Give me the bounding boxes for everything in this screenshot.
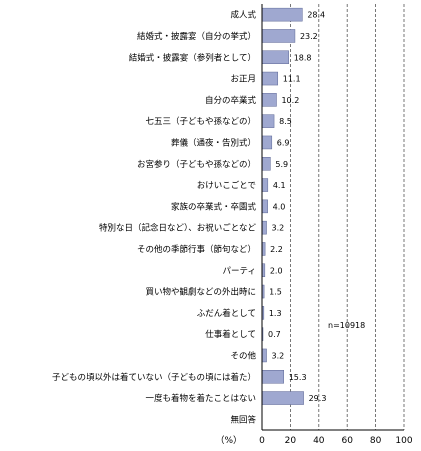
bar	[261, 199, 268, 214]
value-label: 15.3	[289, 373, 307, 382]
category-label: 自分の卒業式	[205, 95, 257, 106]
x-tick-label: 0	[259, 436, 265, 446]
category-label: 仕事着として	[205, 329, 256, 340]
category-label: 買い物や観劇などの外出時に	[145, 287, 256, 298]
value-label: 23.2	[300, 32, 318, 41]
bar	[261, 50, 289, 64]
category-label: 一度も着物を着たことはない	[145, 393, 256, 404]
value-label: 4.1	[273, 181, 286, 190]
x-tick-label: 20	[285, 436, 297, 446]
category-label: 結婚式・披露宴（自分の挙式）	[137, 31, 256, 42]
category-label: 結婚式・披露宴（参列者として）	[129, 52, 256, 63]
category-label: その他	[230, 350, 256, 361]
gridlines	[289, 4, 405, 430]
value-label: 2.0	[270, 266, 283, 275]
category-label: 子どもの頃以外は着ていない（子どもの頃には着た）	[52, 372, 256, 383]
value-label: 8.5	[279, 117, 292, 126]
x-tick-labels: 0 20 40 60 80 100	[259, 436, 413, 446]
category-label: 七五三（子どもや孫などの）	[145, 116, 256, 127]
category-label: 家族の卒業式・卒園式	[171, 201, 257, 212]
bar	[261, 7, 303, 22]
value-labels: 28.4 23.2 18.8 11.1 10.2 8.5 6.9 5.9 4.1 4.0 3.2 2.…	[268, 11, 326, 403]
value-label: 10.2	[281, 96, 299, 105]
bar	[261, 391, 304, 405]
x-tick-label: 100	[395, 436, 412, 446]
bar	[261, 135, 273, 150]
bar	[261, 348, 267, 363]
x-axis-unit-label: （%）	[215, 435, 242, 446]
value-label: 0.7	[268, 330, 281, 339]
bar	[261, 157, 271, 171]
value-label: 1.3	[269, 309, 282, 318]
bar	[261, 71, 279, 86]
category-label: お正月	[230, 75, 256, 85]
value-label: 3.2	[272, 224, 285, 233]
value-label: 29.3	[309, 394, 327, 403]
value-label: 1.5	[269, 288, 282, 297]
value-label: 4.0	[273, 202, 286, 211]
category-label: おけいこごとで	[197, 180, 256, 191]
value-label: 11.1	[283, 75, 301, 84]
value-label: 5.9	[275, 160, 288, 169]
category-label: お宮参り（子どもや孫などの）	[137, 159, 256, 170]
bar	[261, 178, 269, 192]
value-label: 18.8	[294, 53, 312, 62]
x-tick-label: 60	[341, 436, 353, 446]
category-label: 葬儀（通夜・告別式）	[171, 137, 256, 148]
x-tick-label: 40	[313, 436, 325, 446]
value-label: 6.9	[277, 138, 290, 147]
bar	[261, 29, 296, 43]
category-label: 成人式	[230, 10, 256, 21]
bar	[261, 220, 267, 235]
bar	[261, 93, 277, 107]
bar	[261, 114, 275, 128]
category-label: ふだん着として	[197, 308, 256, 319]
value-label: 2.2	[270, 245, 283, 254]
value-label: 3.2	[272, 351, 285, 360]
category-label: その他の季節行事（節句など）	[137, 244, 256, 255]
bars-group	[261, 7, 304, 405]
sample-size-note: n=10918	[328, 321, 365, 330]
category-label: 無回答	[230, 414, 256, 425]
bar	[261, 370, 284, 384]
category-label: パーティ	[223, 266, 257, 276]
value-label: 28.4	[307, 11, 325, 20]
x-tick-label: 80	[370, 436, 382, 446]
category-label: 特別な日（記念日など）、お祝いごとなど	[99, 223, 256, 234]
